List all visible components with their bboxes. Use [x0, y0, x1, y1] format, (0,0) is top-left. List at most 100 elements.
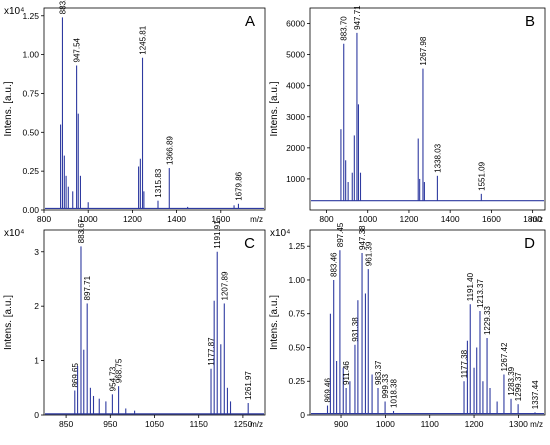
- peak-label: 1551.09: [477, 161, 486, 190]
- x-tick-label: 1000: [358, 214, 377, 224]
- peak-label: 1679.86: [234, 171, 243, 200]
- peak-label: 1261.97: [244, 371, 253, 400]
- y-axis-label: Intens. [a.u.]: [269, 295, 280, 350]
- peak-label: 1283.39: [507, 366, 516, 395]
- x-tick-label: 1300: [509, 419, 528, 429]
- x-axis-unit: m/z: [250, 420, 263, 429]
- peak-label: 1229.33: [483, 306, 492, 335]
- peak-label: 897.71: [83, 275, 92, 300]
- y-tick-label: 0.50: [22, 127, 39, 137]
- plot-frame: [43, 7, 266, 211]
- peak-label: 1337.44: [531, 380, 540, 409]
- exponent-label: x10⁴: [270, 228, 290, 239]
- peak-label: 1177.38: [460, 349, 469, 378]
- peak-label: 983.37: [374, 360, 383, 385]
- peak-label: 869.65: [71, 362, 80, 387]
- peak-label: 1213.37: [476, 279, 485, 308]
- y-tick-label: 0.75: [288, 309, 305, 319]
- y-axis-label: Intens. [a.u.]: [3, 81, 14, 136]
- peak-label: 883.67: [77, 218, 86, 243]
- x-tick-label: 1100: [421, 419, 440, 429]
- x-axis-unit: m/z: [530, 420, 543, 429]
- x-tick-label: 1150: [190, 419, 209, 429]
- peak-label: 947.38: [358, 225, 367, 250]
- peak-label: 999.33: [381, 373, 390, 398]
- y-tick-label: 0.75: [22, 88, 39, 98]
- x-tick-label: 1600: [482, 214, 501, 224]
- peak-label: 961.39: [364, 241, 373, 266]
- x-tick-label: 1400: [441, 214, 460, 224]
- plot-frame: [309, 229, 546, 416]
- y-tick-label: 2: [34, 301, 39, 311]
- x-tick-label: 1250: [233, 419, 252, 429]
- x-tick-label: 1000: [79, 214, 98, 224]
- y-tick-label: 3: [34, 247, 39, 257]
- panel-letter: D: [524, 235, 535, 252]
- x-tick-label: 950: [103, 419, 117, 429]
- peak-label: 1177.87: [207, 337, 216, 366]
- x-tick-label: 1800: [523, 214, 542, 224]
- y-tick-label: 3000: [286, 112, 305, 122]
- x-tick-label: 800: [319, 214, 333, 224]
- peak-label: 911.46: [342, 361, 351, 385]
- peak-label: 1191.40: [466, 272, 475, 301]
- x-axis-unit: m/z: [250, 215, 263, 224]
- peak-label: 897.45: [336, 222, 345, 247]
- x-axis-unit: m/z: [530, 215, 543, 224]
- peak-label: 968.75: [115, 358, 124, 383]
- x-tick-label: 850: [59, 419, 73, 429]
- y-tick-label: 2000: [286, 143, 305, 153]
- x-tick-label: 1600: [211, 214, 230, 224]
- y-tick-label: 1: [34, 356, 39, 366]
- y-tick-label: 4000: [286, 81, 305, 91]
- y-tick-label: 1.25: [288, 241, 305, 251]
- peak-label: 1267.98: [419, 36, 428, 65]
- exponent-label: x10⁴: [4, 228, 24, 239]
- peak-label: 954.73: [108, 366, 117, 391]
- y-tick-label: 1.00: [22, 50, 39, 60]
- peak-label: 947.54: [73, 37, 82, 62]
- y-tick-label: 0.50: [288, 342, 305, 352]
- peak-label: 883.46: [330, 252, 339, 277]
- x-tick-label: 1400: [167, 214, 186, 224]
- plot-frame: [309, 7, 546, 211]
- peak-label: 1338.03: [433, 143, 442, 172]
- peak-label: 947.71: [353, 5, 362, 30]
- x-tick-label: 1200: [465, 419, 484, 429]
- y-tick-label: 6000: [286, 19, 305, 29]
- y-tick-label: 0: [34, 410, 39, 420]
- y-axis-label: Intens. [a.u.]: [269, 81, 280, 136]
- y-tick-label: 5000: [286, 50, 305, 60]
- peak-label: 883.70: [340, 16, 349, 41]
- y-tick-label: 0.25: [22, 166, 39, 176]
- panel-letter: C: [244, 235, 255, 252]
- x-tick-label: 1200: [123, 214, 142, 224]
- peak-label: 1191.91: [213, 220, 222, 249]
- x-tick-label: 1200: [399, 214, 418, 224]
- peak-label: 1267.42: [500, 342, 509, 371]
- y-tick-label: 0.00: [22, 205, 39, 215]
- x-tick-label: 1050: [145, 419, 164, 429]
- x-tick-label: 1000: [376, 419, 395, 429]
- x-tick-label: 900: [334, 419, 348, 429]
- peak-label: 883.53: [58, 0, 67, 14]
- y-tick-label: 1000: [286, 174, 305, 184]
- exponent-label: x10⁴: [4, 6, 24, 17]
- y-tick-label: 1.25: [22, 11, 39, 21]
- panel-letter: B: [525, 13, 535, 30]
- peak-label: 1366.89: [165, 136, 174, 165]
- y-tick-label: 0.25: [288, 376, 305, 386]
- panel-letter: A: [245, 13, 255, 30]
- x-tick-label: 800: [37, 214, 51, 224]
- peak-label: 1018.38: [390, 378, 399, 407]
- panel-b: B Intens. [a.u.] 1000 2000 3000 4000 5000 6000 8…: [269, 5, 546, 224]
- peak-label: 931.38: [351, 317, 360, 342]
- peak-label: 1245.81: [139, 25, 148, 54]
- y-axis-label: Intens. [a.u.]: [3, 295, 14, 350]
- peak-label: 1207.89: [220, 271, 229, 300]
- peak-label: 1315.83: [154, 168, 163, 197]
